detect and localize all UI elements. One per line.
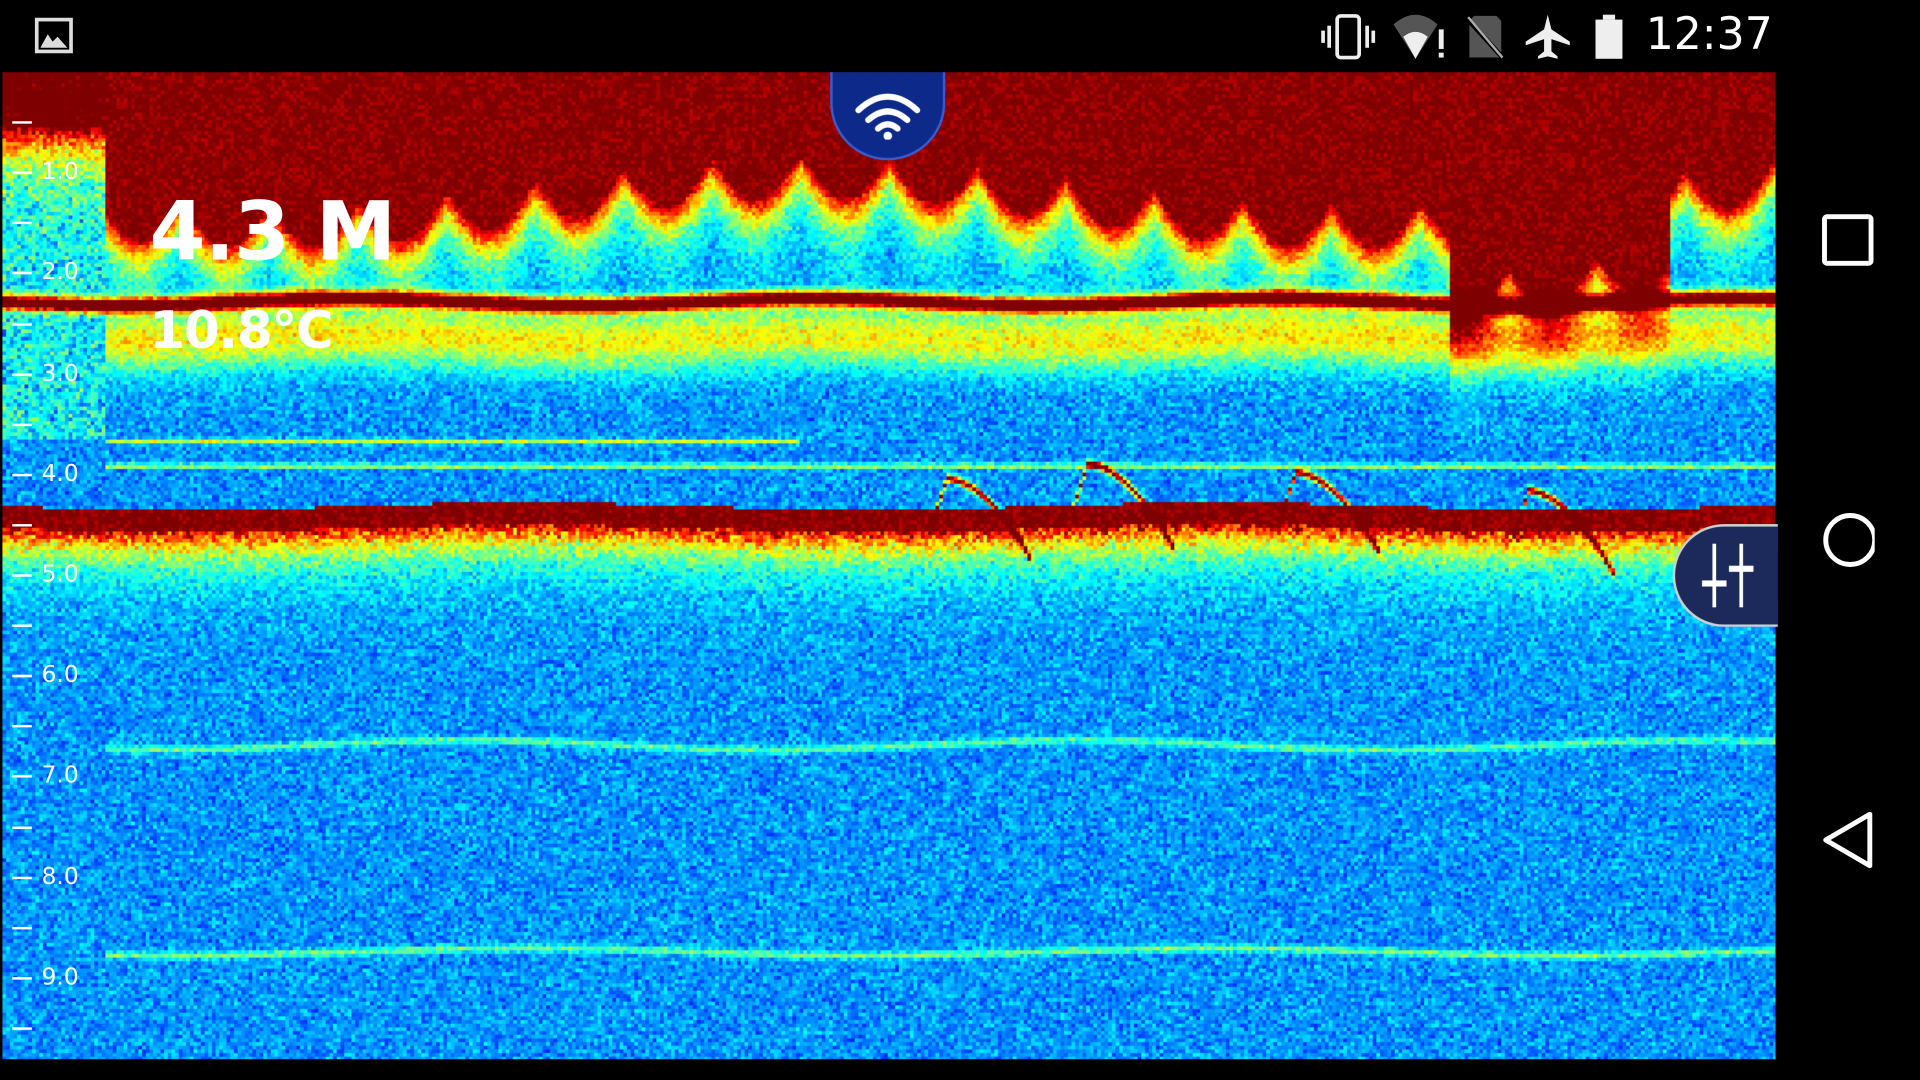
depth-tick [12,372,32,376]
depth-label: 8.0 [41,862,79,890]
depth-label: 4.0 [41,460,79,488]
depth-tick [12,976,32,980]
depth-label: 9.0 [41,963,79,991]
no-sim-icon [1465,15,1506,61]
depth-tick [12,473,32,477]
back-icon [1823,811,1873,869]
depth-tick [12,926,32,930]
status-bar: 12:37 [0,0,1776,72]
wifi-no-internet-icon [1393,14,1444,59]
depth-tick [12,725,32,728]
depth-label: 6.0 [41,661,79,689]
depth-label: 5.0 [41,560,79,588]
depth-label: 7.0 [41,762,79,790]
water-temperature: 10.8°C [149,300,333,361]
clock: 12:37 [1645,9,1773,61]
depth-tick [12,1027,32,1030]
depth-label: 3.0 [41,359,79,387]
depth-label: 2.0 [41,258,79,286]
depth-label: 1.0 [41,158,79,186]
home-button[interactable] [1821,513,1875,567]
depth-tick [12,775,32,779]
back-button[interactable] [1821,811,1875,869]
depth-tick [12,523,32,527]
airplane-mode-icon [1525,14,1570,59]
depth-tick [12,876,32,879]
depth-tick [12,825,32,829]
recents-button[interactable] [1821,213,1875,267]
depth-tick [12,322,32,326]
depth-tick [12,423,32,426]
sliders-icon [1702,543,1754,608]
sonar-echogram [2,72,1776,1060]
depth-tick [12,624,32,628]
battery-icon [1595,14,1623,59]
navigation-bar [1776,0,1920,1080]
home-icon [1823,513,1875,567]
wifi-icon [855,93,921,140]
depth-tick [12,121,32,124]
depth-tick [12,674,32,678]
depth-tick [12,221,32,225]
sonar-display: 1.0 2.0 3.0 4.0 5.0 6.0 7.0 8.0 9.0 4.3 M 10.8°C [2,72,1776,1060]
depth-tick [12,171,32,175]
vibrate-icon [1321,14,1376,60]
depth-reading: 4.3 M [149,184,396,280]
depth-tick [12,574,32,577]
recents-icon [1822,214,1874,266]
image-notification-icon [34,17,73,54]
depth-tick [12,272,32,275]
settings-button[interactable] [1672,524,1778,627]
connection-status-button[interactable] [830,72,946,161]
